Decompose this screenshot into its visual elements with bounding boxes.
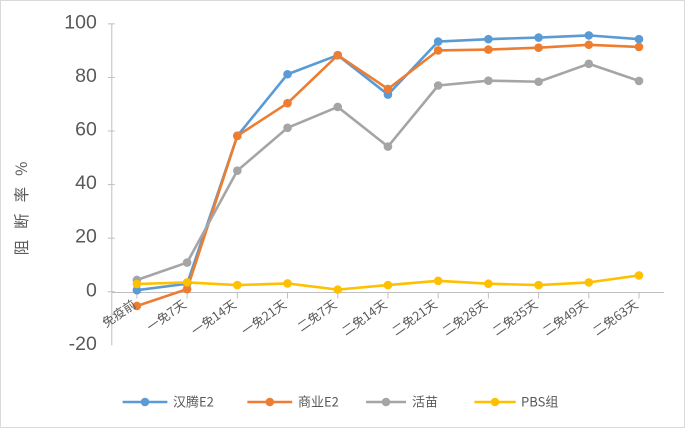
svg-text:汉腾E2: 汉腾E2 (173, 392, 214, 411)
svg-text:60: 60 (75, 119, 97, 141)
svg-text:一免14天: 一免14天 (187, 294, 240, 339)
svg-text:二免49天: 二免49天 (538, 294, 591, 339)
svg-text:活苗: 活苗 (412, 392, 438, 411)
svg-text:二免35天: 二免35天 (488, 294, 541, 339)
svg-text:二免63天: 二免63天 (588, 294, 641, 339)
svg-text:二免21天: 二免21天 (387, 294, 440, 339)
svg-text:PBS组: PBS组 (521, 392, 558, 411)
svg-text:0: 0 (86, 279, 97, 301)
svg-text:20: 20 (75, 226, 97, 248)
svg-text:100: 100 (64, 11, 97, 33)
svg-text:二免28天: 二免28天 (438, 294, 491, 339)
svg-text:二免14天: 二免14天 (337, 294, 390, 339)
svg-text:一免7天: 一免7天 (142, 294, 190, 335)
svg-text:阻断率%: 阻断率% (10, 151, 32, 256)
svg-text:一免21天: 一免21天 (237, 294, 290, 339)
svg-text:免疫前: 免疫前 (98, 294, 140, 331)
svg-text:40: 40 (75, 172, 97, 194)
svg-text:-20: -20 (69, 333, 97, 355)
svg-text:80: 80 (75, 65, 97, 87)
svg-text:商业E2: 商业E2 (298, 392, 339, 411)
svg-text:二免7天: 二免7天 (293, 294, 341, 335)
